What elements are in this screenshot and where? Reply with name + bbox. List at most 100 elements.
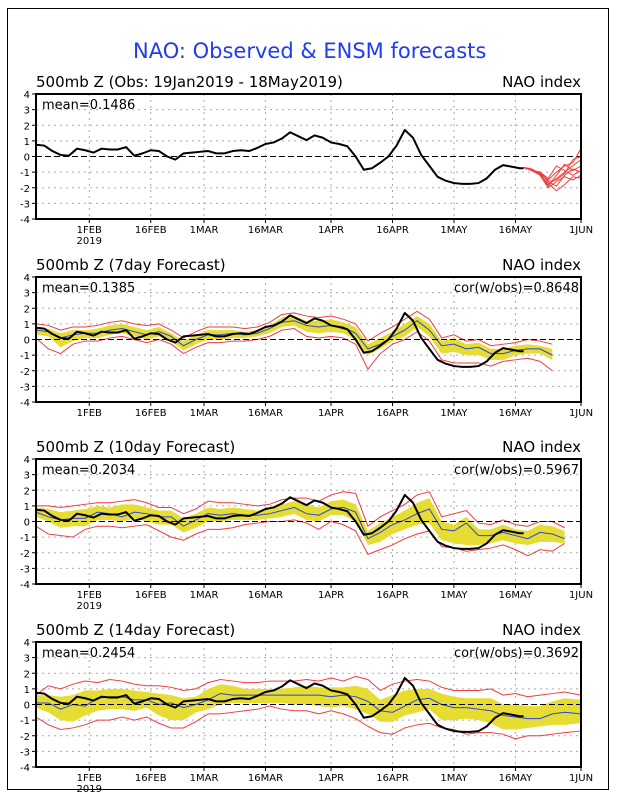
spread-band — [36, 498, 565, 545]
plot-area-frame — [35, 93, 582, 220]
x-tick-label: 1FEB — [77, 590, 102, 601]
ensemble-member-line — [523, 166, 582, 192]
x-tick-sublabel: 2019 — [77, 784, 102, 795]
x-tick-label: 1JUN — [569, 773, 593, 784]
x-tick-label: 1FEB — [77, 225, 102, 236]
x-tick-label: 1MAY — [440, 408, 468, 419]
observed-line — [35, 493, 524, 550]
x-tick-sublabel: 2019 — [77, 236, 102, 247]
y-tick-label: 2 — [24, 486, 30, 497]
x-tick-label: 1JUN — [569, 225, 593, 236]
y-tick-label: -1 — [20, 716, 30, 727]
y-tick-label: -3 — [20, 199, 30, 210]
y-tick-label: 0 — [24, 336, 30, 347]
y-tick-label: -1 — [20, 168, 30, 179]
x-tick-label: 1MAR — [190, 225, 219, 236]
x-tick-label: 16APR — [376, 225, 409, 236]
mean-annotation: mean=0.1486 — [42, 98, 135, 113]
y-tick-label: -1 — [20, 533, 30, 544]
y-tick-label: -3 — [20, 564, 30, 575]
ensemble-mean-line — [36, 693, 582, 720]
panel-2: 500mb Z (7day Forecast) NAO index 1FEB 16FE… — [20, 256, 593, 419]
x-tick-label: 16MAY — [499, 408, 533, 419]
ensemble-member-line — [523, 156, 582, 183]
max-line — [36, 491, 565, 529]
y-tick-label: 1 — [24, 502, 30, 513]
plot-area-frame — [35, 641, 582, 768]
spread-band — [36, 684, 581, 730]
x-tick-label: 1APR — [318, 773, 344, 784]
panel-title: 500mb Z (Obs: 19Jan2019 - 18May2019) — [36, 73, 343, 91]
mean-annotation: mean=0.2034 — [42, 463, 135, 478]
y-tick-label: 3 — [24, 654, 30, 665]
y-tick-label: -4 — [20, 763, 30, 774]
y-tick-label: 1 — [24, 137, 30, 148]
x-tick-label: 16MAR — [248, 590, 283, 601]
max-line — [35, 675, 582, 698]
y-tick-label: -2 — [20, 549, 30, 560]
y-tick-label: -1 — [20, 351, 30, 362]
spread-band — [36, 316, 553, 360]
ensemble-mean-line — [35, 506, 565, 540]
y-tick-label: 0 — [24, 701, 30, 712]
max-line — [35, 310, 553, 347]
x-tick-label: 1FEB — [77, 408, 102, 419]
y-tick-label: -2 — [20, 367, 30, 378]
y-tick-label: -4 — [20, 215, 30, 226]
y-tick-label: -3 — [20, 382, 30, 393]
observed-line — [35, 311, 524, 368]
panel-right-label: NAO index — [502, 621, 581, 639]
x-tick-label: 16MAY — [499, 590, 533, 601]
plot-area-frame — [35, 276, 582, 403]
y-tick-label: -4 — [20, 580, 30, 591]
y-tick-label: 3 — [24, 106, 30, 117]
x-tick-label: 16APR — [376, 590, 409, 601]
y-tick-label: 2 — [24, 669, 30, 680]
y-tick-label: 4 — [24, 455, 30, 466]
mean-annotation: mean=0.2454 — [42, 646, 135, 661]
panel-title: 500mb Z (10day Forecast) — [36, 438, 235, 456]
y-tick-label: 4 — [24, 273, 30, 284]
correlation-annotation: cor(w/obs)=0.8648 — [454, 281, 579, 296]
observed-line — [35, 676, 524, 733]
x-tick-label: 1MAR — [190, 773, 219, 784]
x-tick-label: 16MAR — [248, 408, 283, 419]
x-tick-label: 16FEB — [135, 590, 167, 601]
x-tick-label: 16MAY — [499, 225, 533, 236]
y-tick-label: 1 — [24, 685, 30, 696]
y-tick-label: 4 — [24, 638, 30, 649]
panel-4: 500mb Z (14day Forecast) NAO index1FEB201… — [20, 621, 593, 795]
x-tick-label: 16MAY — [499, 773, 533, 784]
min-line — [35, 705, 582, 740]
x-tick-label: 1MAY — [440, 225, 468, 236]
x-tick-label: 16FEB — [135, 225, 167, 236]
correlation-annotation: cor(w/obs)=0.5967 — [454, 463, 579, 478]
x-tick-label: 1MAY — [440, 590, 468, 601]
y-tick-label: -2 — [20, 732, 30, 743]
observed-line — [35, 128, 524, 185]
figure-frame — [7, 8, 609, 790]
y-tick-label: 2 — [24, 304, 30, 315]
x-tick-label: 16MAR — [248, 773, 283, 784]
y-tick-label: 1 — [24, 320, 30, 331]
x-tick-label: 1JUN — [569, 408, 593, 419]
plot-area-frame — [35, 458, 582, 585]
x-tick-label: 1APR — [318, 590, 344, 601]
panel-3: 500mb Z (10day Forecast) NAO index1FEB201… — [20, 438, 593, 612]
y-tick-label: 0 — [24, 153, 30, 164]
y-tick-label: 2 — [24, 121, 30, 132]
panel-1: 500mb Z (Obs: 19Jan2019 - 18May2019) NAO … — [20, 73, 593, 247]
y-tick-label: 4 — [24, 90, 30, 101]
min-line — [35, 328, 553, 372]
panel-title: 500mb Z (7day Forecast) — [36, 256, 226, 274]
panel-right-label: NAO index — [502, 438, 581, 456]
correlation-annotation: cor(w/obs)=0.3692 — [454, 646, 579, 661]
x-tick-label: 1MAR — [190, 408, 219, 419]
x-tick-label: 1MAR — [190, 590, 219, 601]
x-tick-label: 1FEB — [77, 773, 102, 784]
ensemble-mean-line — [35, 320, 553, 356]
main-title: NAO: Observed & ENSM forecasts — [133, 39, 486, 63]
x-tick-label: 1MAY — [440, 773, 468, 784]
mean-annotation: mean=0.1385 — [42, 281, 135, 296]
